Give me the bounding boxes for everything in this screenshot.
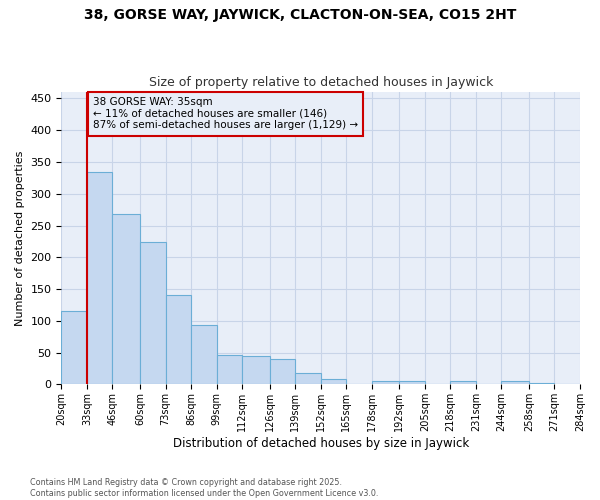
Bar (295, 373, 321, 384)
Bar (529, 383, 554, 384)
Bar (112, 214, 140, 384)
Bar (399, 382, 425, 384)
Title: Size of property relative to detached houses in Jaywick: Size of property relative to detached ho… (149, 76, 493, 90)
Bar (140, 242, 166, 384)
Bar (269, 359, 295, 384)
Bar (166, 296, 191, 384)
Bar (61, 312, 87, 384)
Bar (87, 172, 112, 384)
Bar (321, 378, 346, 384)
Bar (242, 356, 269, 384)
Y-axis label: Number of detached properties: Number of detached properties (15, 150, 25, 326)
Bar (191, 324, 217, 384)
Bar (451, 382, 476, 384)
Text: 38 GORSE WAY: 35sqm
← 11% of detached houses are smaller (146)
87% of semi-detac: 38 GORSE WAY: 35sqm ← 11% of detached ho… (93, 97, 358, 130)
Text: Contains HM Land Registry data © Crown copyright and database right 2025.
Contai: Contains HM Land Registry data © Crown c… (30, 478, 379, 498)
Bar (372, 380, 399, 384)
Text: 38, GORSE WAY, JAYWICK, CLACTON-ON-SEA, CO15 2HT: 38, GORSE WAY, JAYWICK, CLACTON-ON-SEA, … (84, 8, 516, 22)
X-axis label: Distribution of detached houses by size in Jaywick: Distribution of detached houses by size … (173, 437, 469, 450)
Bar (217, 355, 242, 384)
Bar (502, 380, 529, 384)
